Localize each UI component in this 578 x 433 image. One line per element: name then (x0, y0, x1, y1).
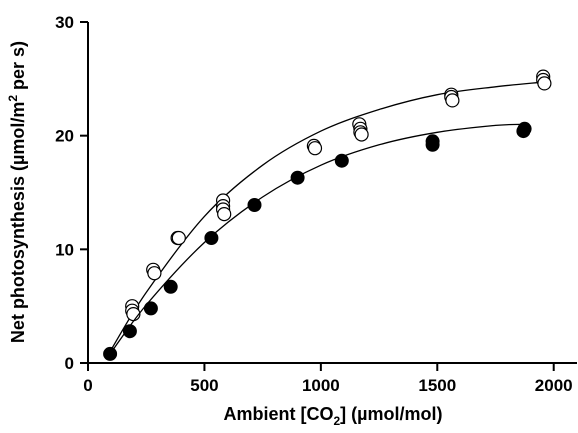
y-tick-label: 10 (55, 240, 74, 259)
data-point (517, 121, 532, 136)
data-point (171, 230, 186, 246)
x-tick-label: 1500 (418, 376, 456, 395)
y-tick-label: 30 (55, 13, 74, 32)
y-tick-label: 0 (65, 354, 74, 373)
data-point (425, 134, 440, 149)
x-tick-label: 500 (190, 376, 218, 395)
fit-curve (109, 123, 526, 355)
data-point (103, 346, 118, 361)
series-1 (103, 121, 532, 361)
data-point (247, 198, 262, 212)
y-axis-title: Net photosynthesis (µmol/m2 per s) (6, 41, 28, 343)
data-point (445, 93, 460, 108)
x-tick-label: 1000 (302, 376, 340, 395)
series-0 (110, 69, 552, 350)
fit-curve (110, 81, 543, 350)
data-point (163, 279, 178, 294)
data-point (354, 127, 369, 142)
data-point (290, 170, 305, 185)
x-axis-title: Ambient [CO2] (µmol/mol) (223, 404, 442, 428)
data-point (334, 153, 349, 168)
data-point (143, 301, 158, 316)
data-point (217, 207, 232, 222)
data-point (307, 141, 323, 156)
data-point (122, 324, 137, 339)
data-point (204, 231, 219, 245)
x-tick-label: 0 (83, 376, 92, 395)
y-ticks: 0 10 20 30 (55, 13, 88, 373)
x-ticks: 0 500 1000 1500 2000 (83, 363, 573, 395)
data-point (537, 76, 552, 91)
plot-area (103, 69, 552, 361)
x-tick-label: 2000 (535, 376, 573, 395)
data-point (126, 307, 141, 322)
data-point (147, 266, 162, 281)
y-tick-label: 20 (55, 127, 74, 146)
